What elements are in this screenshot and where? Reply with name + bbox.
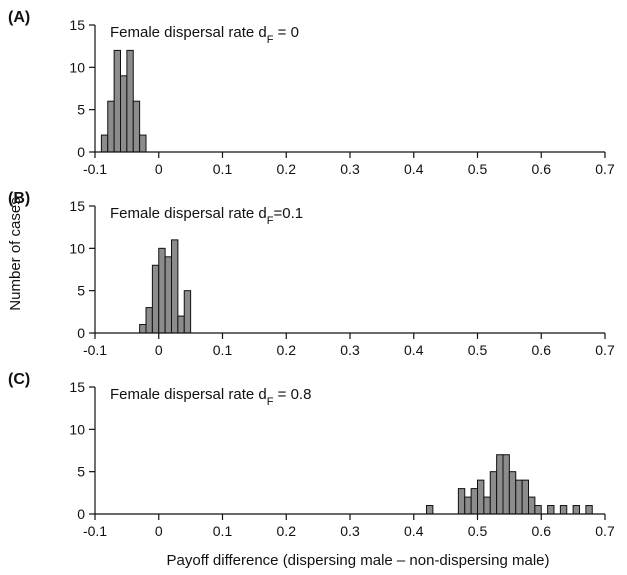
x-tick-label: 0.4 [404, 161, 424, 177]
x-tick-label: 0.4 [404, 342, 424, 358]
x-tick-label: 0 [155, 342, 163, 358]
histogram-bar [489, 471, 498, 515]
histogram-bar [139, 134, 147, 153]
histogram-bar [502, 454, 510, 515]
x-axis-title: Payoff difference (dispersing male – non… [167, 552, 550, 569]
panel-label: (B) [8, 190, 30, 207]
y-tick-label: 5 [77, 283, 85, 299]
histogram-bar [464, 496, 472, 515]
y-tick-label: 15 [69, 379, 85, 395]
histogram-bar [158, 247, 166, 334]
y-tick-label: 10 [69, 59, 85, 75]
histogram-bar [171, 239, 179, 334]
x-tick-label: 0.5 [468, 161, 488, 177]
x-tick-label: 0.1 [213, 342, 233, 358]
histogram-bar [521, 479, 529, 515]
histogram-bar [107, 100, 115, 153]
x-tick-label: 0.7 [595, 161, 615, 177]
x-tick-label: 0.3 [340, 161, 360, 177]
y-tick-label: 10 [69, 240, 85, 256]
y-tick-label: 15 [69, 198, 85, 214]
histogram-bar [120, 75, 128, 153]
y-tick-label: 0 [77, 325, 85, 341]
histogram-bar [177, 315, 185, 334]
histogram-bar [515, 479, 523, 515]
x-tick-label: 0.6 [532, 523, 552, 539]
x-tick-label: 0.7 [595, 523, 615, 539]
histogram-bar [528, 496, 536, 515]
histogram-bar [164, 256, 172, 334]
x-tick-label: 0.5 [468, 523, 488, 539]
x-tick-label: 0.3 [340, 342, 360, 358]
x-tick-label: 0.6 [532, 342, 552, 358]
x-tick-label: 0.1 [213, 523, 233, 539]
x-tick-label: 0.6 [532, 161, 552, 177]
histogram-bar [126, 49, 134, 153]
x-tick-label: 0.2 [277, 342, 297, 358]
histogram-bar [559, 505, 568, 515]
x-tick-label: -0.1 [83, 342, 107, 358]
histogram-bar [100, 134, 109, 153]
panel-title: Female dispersal rate dF=0.1 [110, 205, 303, 227]
panel-label: (C) [8, 371, 30, 388]
y-tick-label: 0 [77, 144, 85, 160]
histogram-bar [145, 307, 153, 334]
histogram-panels: (A) Female dispersal rate dF = 0 0 5 10 15 -0.… [8, 9, 615, 539]
histogram-panel: (C) Female dispersal rate dF = 0.8 0 5 10 15 -… [8, 371, 615, 539]
y-tick-label: 15 [69, 17, 85, 33]
histogram-bar [113, 49, 121, 153]
histogram-panel: (A) Female dispersal rate dF = 0 0 5 10 15 -0.… [8, 9, 615, 177]
histogram-bar [183, 290, 192, 334]
y-tick-label: 10 [69, 421, 85, 437]
panel-title: Female dispersal rate dF = 0 [110, 24, 299, 46]
histogram-bar [547, 505, 555, 515]
histogram-bar [534, 505, 542, 515]
x-tick-label: 0.1 [213, 161, 233, 177]
x-tick-label: 0.3 [340, 523, 360, 539]
histogram-bar [585, 505, 593, 515]
x-tick-label: 0.7 [595, 342, 615, 358]
x-tick-label: 0 [155, 523, 163, 539]
histogram-bar [496, 454, 504, 515]
x-tick-label: -0.1 [83, 523, 107, 539]
x-tick-label: 0.4 [404, 523, 424, 539]
panel-label: (A) [8, 9, 30, 26]
histogram-bar [470, 488, 478, 515]
x-tick-label: 0.5 [468, 342, 488, 358]
y-tick-label: 5 [77, 464, 85, 480]
histogram-bar [483, 496, 491, 515]
histogram-bar [132, 100, 141, 153]
histogram-bar [457, 488, 466, 515]
y-axis-title: Number of cases [7, 197, 24, 310]
histogram-bar [426, 505, 434, 515]
histogram-bar [477, 479, 485, 515]
x-tick-label: 0 [155, 161, 163, 177]
y-tick-label: 5 [77, 102, 85, 118]
histogram-bar [572, 505, 580, 515]
x-tick-label: 0.2 [277, 161, 297, 177]
histogram-bar [151, 264, 160, 334]
x-tick-label: 0.2 [277, 523, 297, 539]
x-tick-label: -0.1 [83, 161, 107, 177]
histogram-bar [508, 471, 517, 515]
panel-title: Female dispersal rate dF = 0.8 [110, 386, 311, 408]
histogram-panel: (B) Female dispersal rate dF=0.1 0 5 10 15 -0.… [8, 190, 615, 358]
histogram-bar [139, 324, 147, 334]
y-tick-label: 0 [77, 506, 85, 522]
